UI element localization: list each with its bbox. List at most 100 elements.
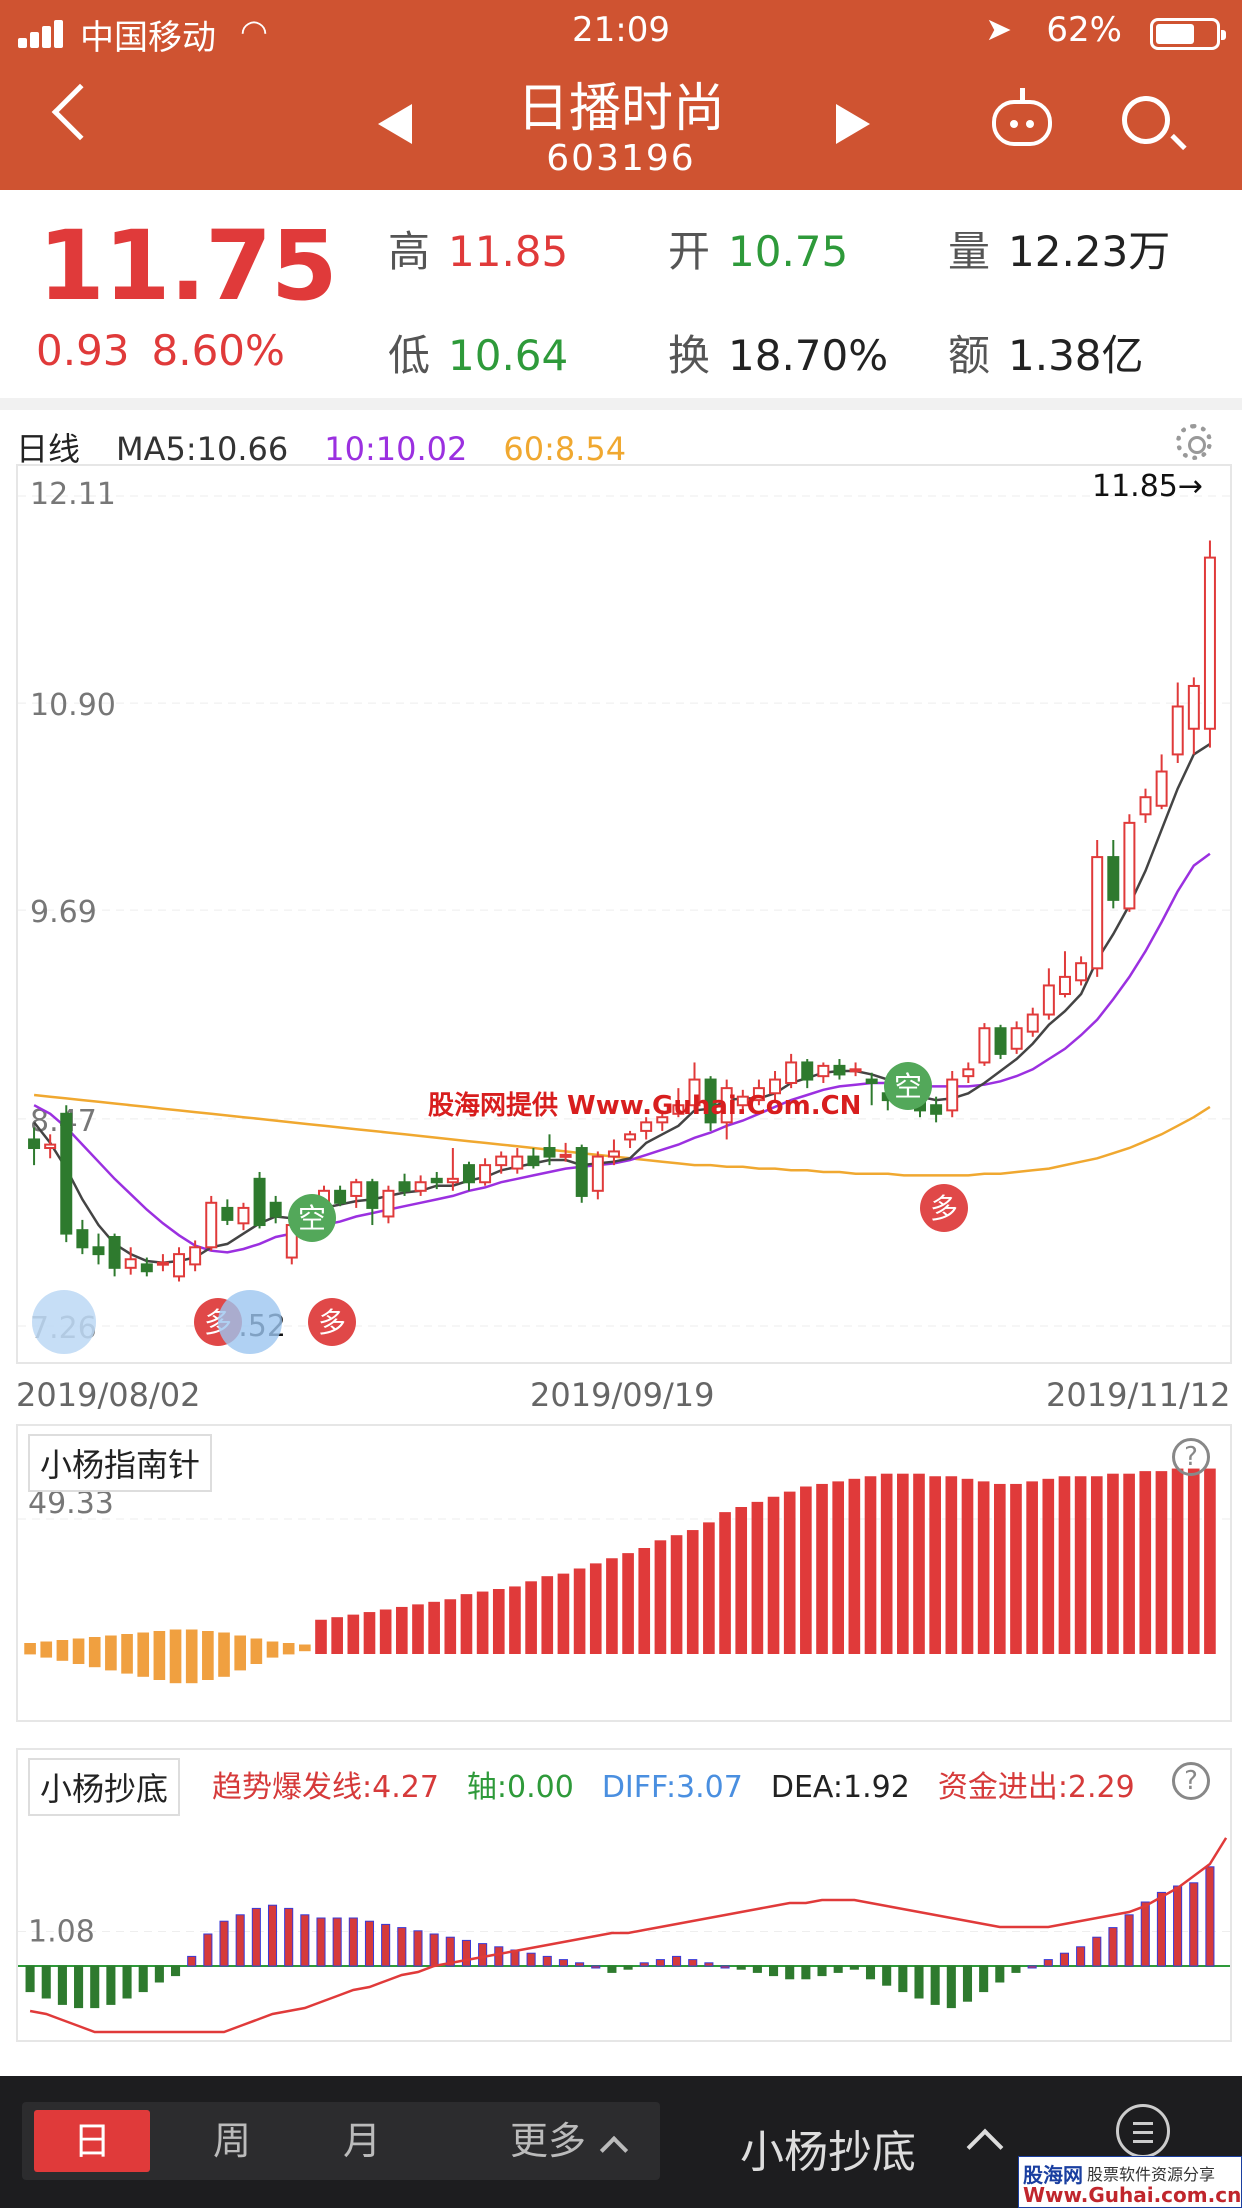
chevron-up-icon: [599, 2135, 629, 2165]
indicator2-bar: [364, 1920, 375, 1967]
candle-body: [688, 1078, 701, 1107]
tab-day[interactable]: 日: [34, 2110, 150, 2172]
indicator1-title[interactable]: 小杨指南针: [28, 1434, 213, 1492]
search-icon[interactable]: [1122, 96, 1170, 144]
indicator1-help-icon[interactable]: ?: [1172, 1438, 1210, 1476]
ma10-value: 10:10.02: [324, 430, 468, 468]
indicator2-panel[interactable]: 1.08: [16, 1748, 1232, 2042]
indicator1-bar: [719, 1512, 731, 1654]
indicator1-bar: [88, 1637, 101, 1668]
watermark-site: 股海网: [1023, 2163, 1083, 2187]
indicator1-bar: [735, 1507, 748, 1654]
indicator1-bar: [331, 1617, 343, 1654]
tab-more[interactable]: 更多: [482, 2110, 652, 2172]
candle-body: [801, 1061, 814, 1081]
candle-body: [1187, 684, 1200, 730]
indicator2-bar: [736, 1965, 746, 1970]
period-tabs: 日 周 月 更多: [22, 2102, 660, 2180]
candle-body: [1203, 556, 1216, 730]
previous-stock-button[interactable]: [378, 104, 412, 144]
current-indicator-selector[interactable]: 小杨抄底: [740, 2127, 916, 2178]
indicator2-bar: [494, 1946, 504, 1967]
indicator2-bar: [187, 1955, 197, 1967]
tab-week[interactable]: 周: [212, 2119, 251, 2163]
indicator1-bar: [56, 1640, 69, 1661]
indicator2-bar: [1027, 1965, 1037, 1969]
indicator1-bar: [573, 1568, 586, 1654]
period-label[interactable]: 日线: [16, 430, 81, 468]
indicator2-bar: [284, 1907, 294, 1967]
indicator1-bar: [40, 1641, 53, 1658]
indicator2-bar: [623, 1965, 633, 1970]
indicator1-bar: [347, 1614, 360, 1654]
tab-more-label: 更多: [509, 2119, 586, 2163]
candle-body: [253, 1177, 266, 1227]
indicator2-bar: [1173, 1885, 1183, 1967]
candle-body: [124, 1258, 137, 1269]
indicator1-svg: 49.33: [18, 1468, 1230, 1684]
gear-icon[interactable]: [1176, 424, 1212, 460]
candle-body: [1171, 705, 1184, 756]
indicator1-bar: [816, 1483, 828, 1654]
chevron-up-icon[interactable]: [966, 2128, 1004, 2166]
indicator1-bar: [121, 1634, 133, 1674]
candle-body: [624, 1133, 637, 1141]
signal-kong-badge: 空: [298, 1202, 326, 1235]
candle-body: [1058, 975, 1071, 995]
indicator2-bar: [995, 1965, 1005, 1983]
indicator2-title[interactable]: 小杨抄底: [28, 1758, 181, 1816]
change-percent: 8.60%: [151, 326, 285, 375]
axis-value: 轴:0.00: [466, 1770, 574, 1805]
scroll-left-icon: [32, 1290, 96, 1354]
zoom-reset-icon: [218, 1290, 282, 1354]
indicator1-bar: [800, 1486, 812, 1654]
candle-body: [205, 1201, 218, 1249]
indicator1-bar: [476, 1591, 489, 1654]
indicator2-bar: [219, 1920, 229, 1967]
indicator1-bar: [977, 1481, 990, 1654]
indicator2-level-label: 1.08: [28, 1914, 95, 1949]
indicator1-bar: [1026, 1481, 1038, 1654]
indicator2-bar: [962, 1965, 973, 2002]
indicator2-bar: [1043, 1959, 1053, 1967]
indicator1-bar: [218, 1632, 230, 1677]
signal-icon: [18, 18, 68, 48]
indicator1-bar: [105, 1635, 117, 1671]
indicator2-bar: [74, 1965, 84, 2009]
indicator1-bar: [202, 1631, 214, 1680]
indicator1-bar: [864, 1476, 877, 1654]
trend-line: [29, 1837, 1228, 2034]
candle-body: [672, 1104, 685, 1115]
indicator1-bar: [444, 1599, 457, 1654]
candle-body: [962, 1068, 975, 1078]
y-tick-label: 12.11: [30, 477, 116, 512]
indicator2-bar: [1059, 1952, 1070, 1967]
indicator1-bar: [1171, 1468, 1184, 1654]
next-stock-button[interactable]: [836, 104, 870, 144]
indicator1-bar: [638, 1548, 651, 1654]
stock-name: 日播时尚: [516, 79, 725, 139]
date-mid: 2019/09/19: [530, 1376, 715, 1414]
indicator2-bar: [801, 1965, 811, 1980]
candle-body: [221, 1206, 234, 1221]
candle-body: [237, 1206, 250, 1225]
candle-body: [1155, 770, 1168, 807]
indicator2-bar: [930, 1965, 940, 2005]
indicator2-bar: [1156, 1891, 1166, 1967]
candle-body: [479, 1164, 492, 1184]
app-header: 中国移动 ◠ 21:09 ➤ 62% 日播时尚 603196: [0, 0, 1242, 190]
indicator1-bar: [1042, 1478, 1055, 1654]
tab-month[interactable]: 月: [342, 2119, 381, 2163]
robot-assistant-icon[interactable]: [992, 88, 1052, 146]
indicator1-bar: [1187, 1468, 1200, 1654]
menu-icon[interactable]: [1116, 2104, 1170, 2158]
candle-body: [817, 1064, 830, 1078]
indicator2-bar: [575, 1962, 585, 1967]
candle-body: [833, 1064, 846, 1076]
indicator2-help-icon[interactable]: ?: [1172, 1762, 1210, 1800]
indicator1-panel[interactable]: 49.33: [16, 1424, 1232, 1722]
candle-body: [994, 1027, 1007, 1055]
candle-body: [785, 1061, 798, 1084]
indicator1-bar: [686, 1530, 699, 1654]
